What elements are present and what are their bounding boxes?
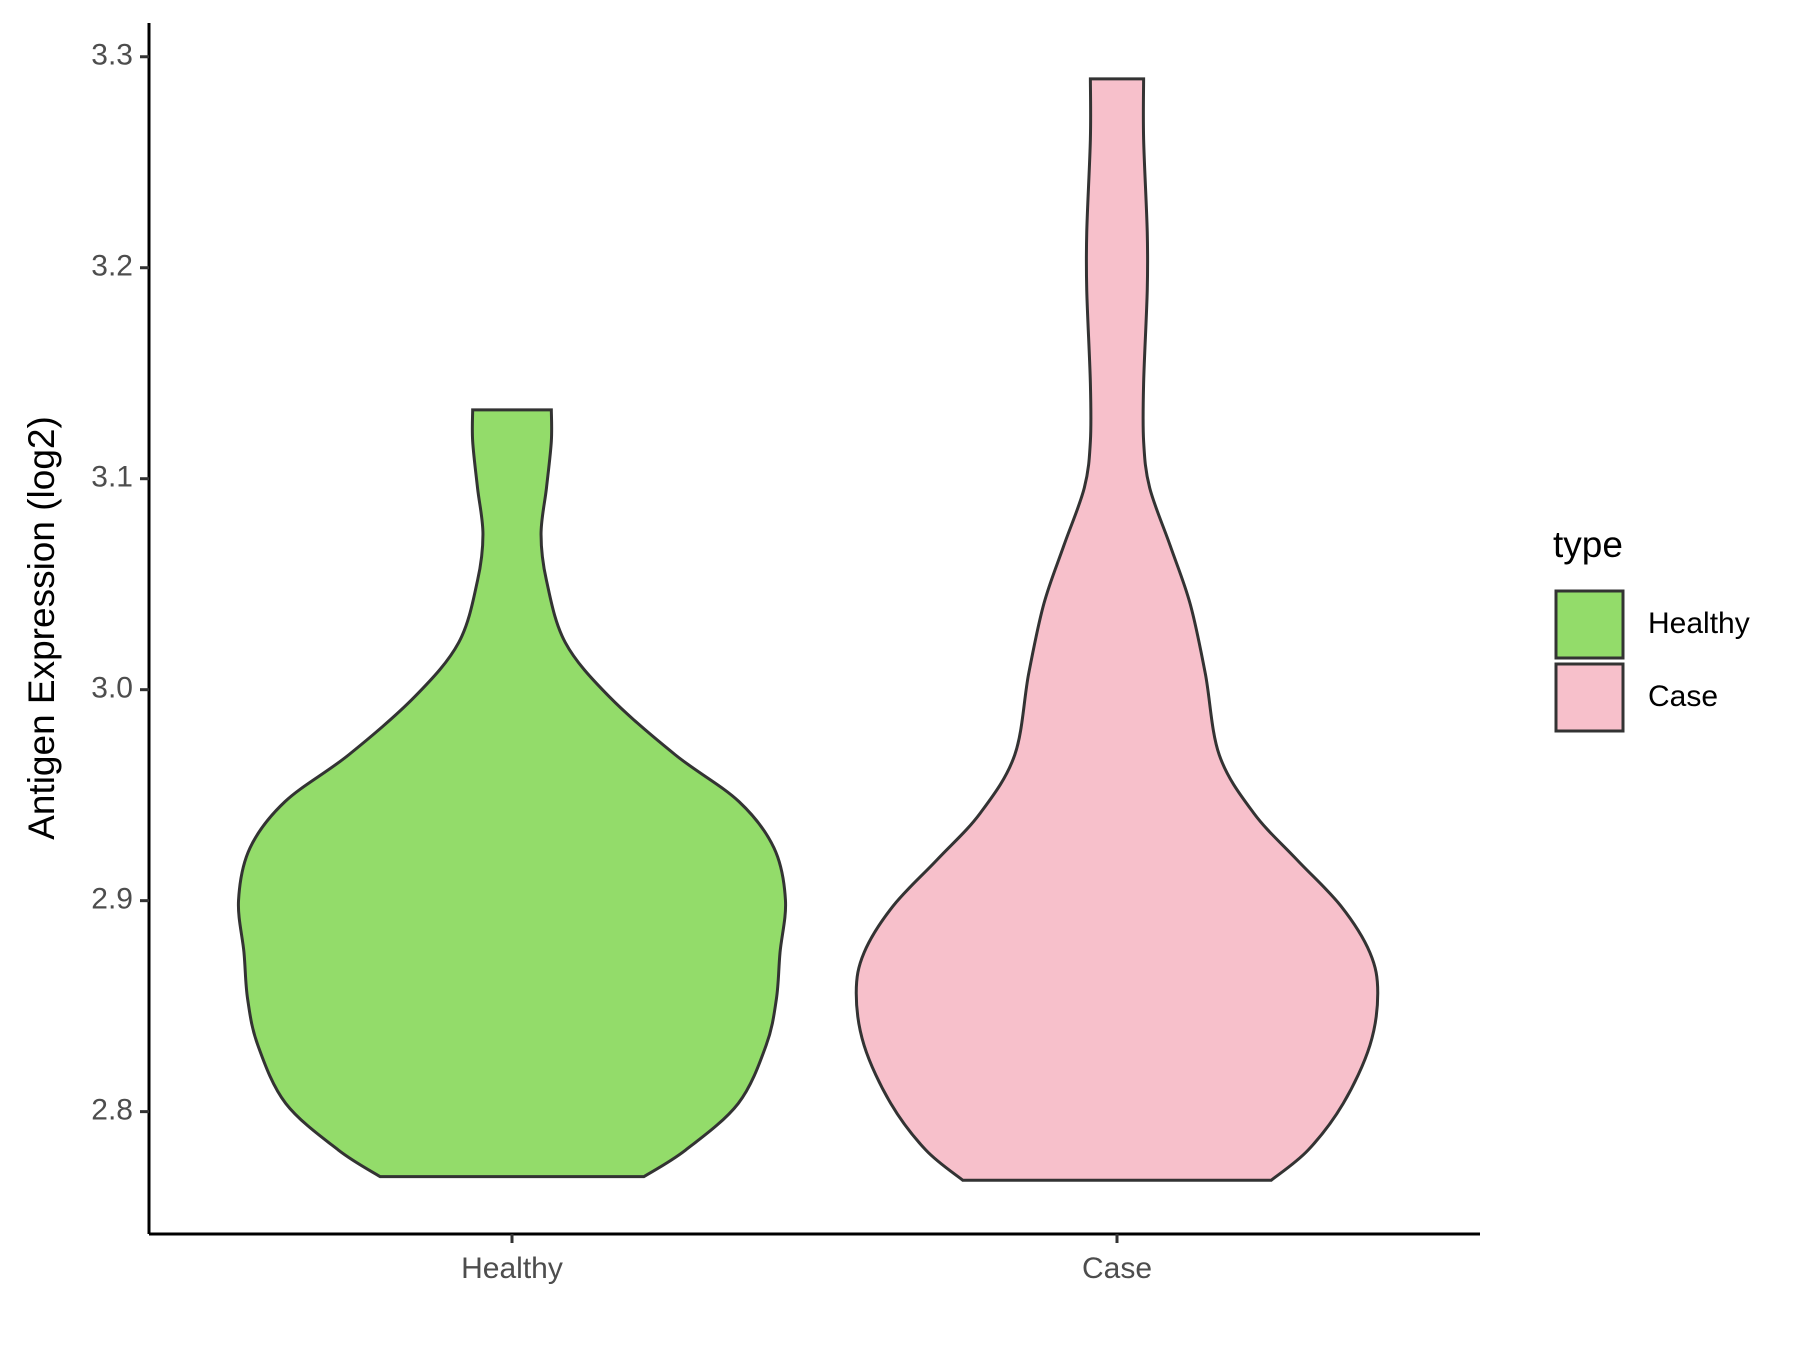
legend-label: Case — [1648, 680, 1718, 713]
violin — [236, 408, 788, 1179]
legend-key — [1554, 589, 1625, 660]
y-tick-label: 3.3 — [91, 39, 133, 72]
legend-title: type — [1553, 524, 1623, 565]
legend-label: Healthy — [1648, 607, 1750, 640]
y-axis-title: Antigen Expression (log2) — [21, 416, 62, 840]
y-tick-label: 2.9 — [91, 883, 133, 916]
y-tick-label: 2.8 — [91, 1094, 133, 1127]
violin — [854, 77, 1380, 1182]
x-tick-label: Healthy — [461, 1252, 563, 1285]
x-tick-label: Case — [1082, 1252, 1152, 1285]
y-tick-label: 3.0 — [91, 672, 133, 705]
legend-key — [1554, 662, 1625, 733]
y-tick-label: 3.2 — [91, 250, 133, 283]
y-tick-label: 3.1 — [91, 461, 133, 494]
